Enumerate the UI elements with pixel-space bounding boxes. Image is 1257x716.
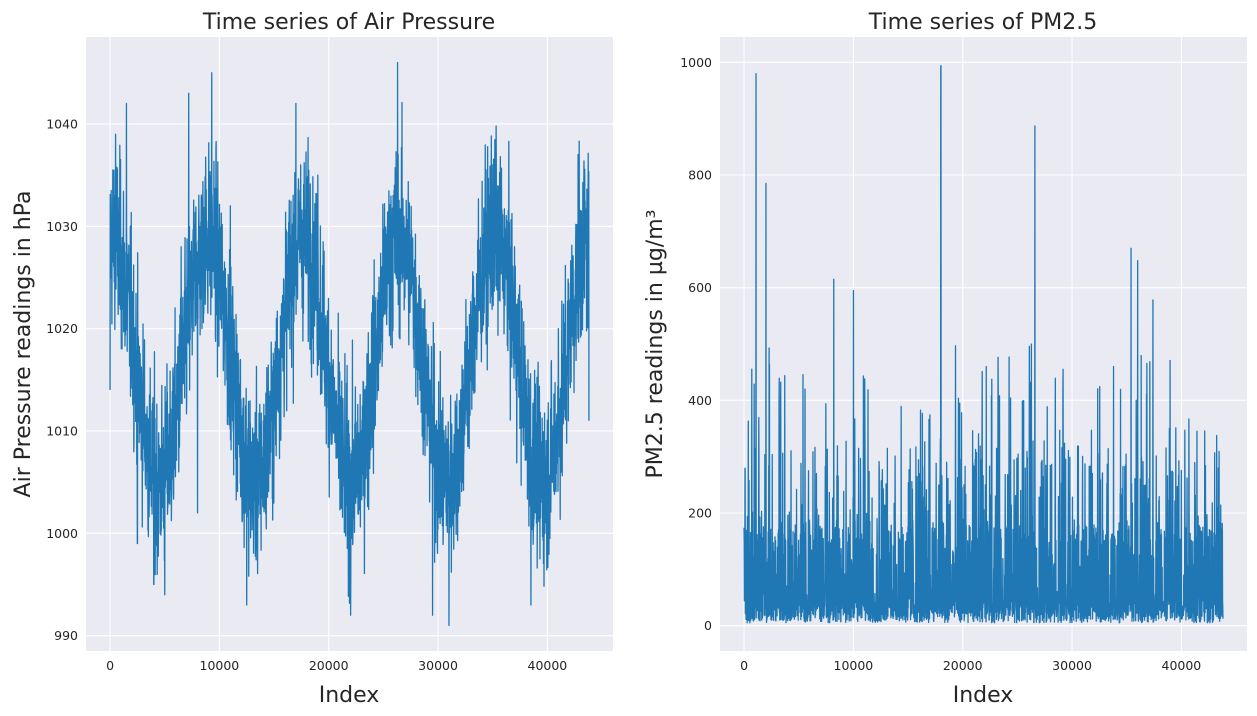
x-tick-label: 40000 [1162, 658, 1202, 673]
y-tick-label: 0 [704, 618, 712, 633]
air-pressure-line [109, 61, 590, 627]
x-tick-label: 20000 [943, 658, 983, 673]
x-tick-label: 0 [106, 658, 114, 673]
air-pressure-tick-labels: 0 10000 20000 30000 40000 990 1000 1010 1020 1030… [46, 116, 567, 673]
y-tick-label: 1000 [46, 526, 78, 541]
x-tick-label: 20000 [309, 658, 349, 673]
y-tick-label: 1010 [46, 423, 78, 438]
pm25-y-label: PM2.5 readings in µg/m³ [643, 210, 668, 479]
pm25-x-label: Index [953, 683, 1014, 708]
air-pressure-series [109, 61, 590, 627]
y-tick-label: 1000 [680, 55, 712, 70]
pm25-tick-labels: 0 10000 20000 30000 40000 0 200 400 600 800 1000 [680, 55, 1201, 673]
y-tick-label: 600 [688, 280, 712, 295]
pm25-series [743, 65, 1224, 624]
y-tick-label: 1020 [46, 321, 78, 336]
air-pressure-title: Time series of Air Pressure [202, 10, 495, 35]
pm25-subplot: 0 10000 20000 30000 40000 0 200 400 600 800 1000 T… [643, 10, 1247, 708]
y-tick-label: 990 [54, 628, 78, 643]
y-tick-label: 1030 [46, 219, 78, 234]
x-tick-label: 40000 [528, 658, 568, 673]
y-tick-label: 800 [688, 168, 712, 183]
x-tick-label: 10000 [200, 658, 240, 673]
x-tick-label: 30000 [418, 658, 458, 673]
pm25-title: Time series of PM2.5 [868, 10, 1097, 35]
pm25-line [743, 65, 1224, 624]
x-tick-label: 0 [740, 658, 748, 673]
y-tick-label: 200 [688, 505, 712, 520]
y-tick-label: 1040 [46, 116, 78, 131]
air-pressure-y-label: Air Pressure readings in hPa [11, 191, 36, 498]
x-tick-label: 30000 [1052, 658, 1092, 673]
y-tick-label: 400 [688, 393, 712, 408]
x-tick-label: 10000 [834, 658, 874, 673]
air-pressure-subplot: 0 10000 20000 30000 40000 990 1000 1010 1020 1030… [11, 10, 613, 708]
air-pressure-x-label: Index [319, 683, 380, 708]
